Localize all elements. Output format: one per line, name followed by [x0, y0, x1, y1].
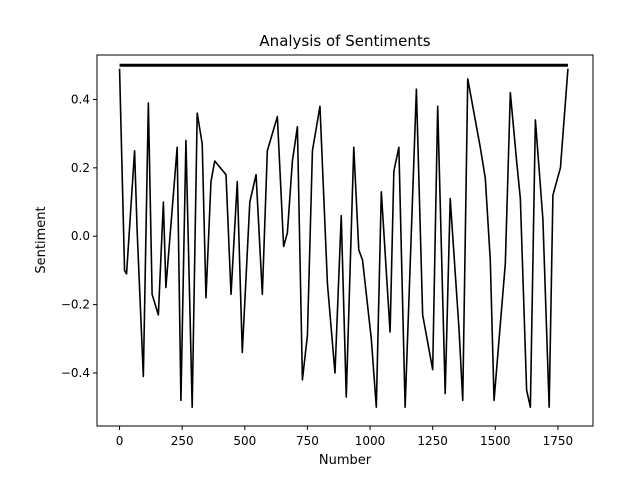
y-tick-label: 0.0	[71, 229, 90, 243]
y-tick-label: −0.2	[61, 298, 90, 312]
y-axis-title: Sentiment	[34, 206, 49, 273]
plot-frame	[96, 54, 594, 427]
x-tick-label: 1750	[543, 434, 574, 448]
x-tick-label: 0	[116, 434, 124, 448]
y-tick-label: −0.4	[61, 366, 90, 380]
tick-layer: 0 250 500 750 1000 1250 1500 1750 −0.4 −0.2 0.0 0.2…	[61, 92, 573, 448]
x-tick-label: 1000	[355, 434, 386, 448]
sentiment-series-line	[118, 68, 569, 408]
x-tick-label: 750	[296, 434, 319, 448]
y-tick-label: 0.2	[71, 161, 90, 175]
x-tick-label: 250	[171, 434, 194, 448]
x-tick-label: 1250	[417, 434, 448, 448]
x-tick-label: 500	[233, 434, 256, 448]
x-tick-label: 1500	[480, 434, 511, 448]
chart-title: Analysis of Sentiments	[259, 32, 430, 50]
x-axis-title: Number	[319, 453, 372, 468]
y-tick-label: 0.4	[71, 92, 90, 106]
series-layer	[118, 68, 569, 408]
